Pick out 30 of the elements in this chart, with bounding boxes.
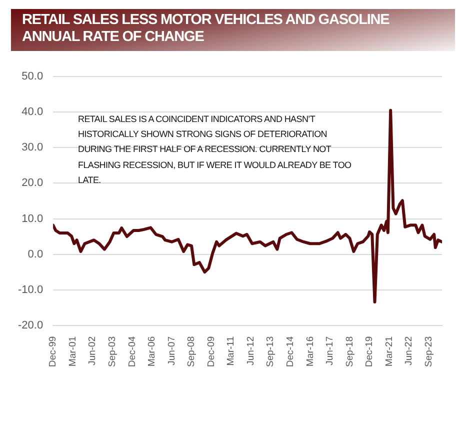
x-tick-label: Sep-23 [423, 336, 434, 368]
x-tick-label: Jun-17 [324, 336, 336, 366]
x-tick-label: Dec-14 [285, 336, 296, 367]
x-tick-label: Dec-04 [126, 336, 138, 367]
y-tick-label: 10.0 [22, 212, 44, 225]
x-tick-label: Sep-13 [265, 336, 276, 368]
x-tick-label: Mar-16 [304, 336, 316, 366]
x-tick-label: Mar-01 [67, 336, 78, 366]
x-tick-label: Dec-09 [206, 336, 217, 367]
x-tick-label: Mar-21 [384, 336, 395, 366]
x-tick-label: Jun-02 [87, 336, 98, 366]
x-tick-label: Sep-18 [344, 336, 356, 368]
annotation: RETAIL SALES IS A COINCIDENT INDICATORS AND HASN’T HISTORICALLY SHOWN STRONG SIGNS OF DETERIORATION DURING THE FIRST HALF OF A RECESSION. CURRENTLY NOT FLASHING RECESSION, BUT IF WERE IT WOULD ALREADY BE TOO LATE. [78, 113, 352, 187]
y-tick-label: 20.0 [22, 177, 44, 190]
chart-title: RETAIL SALES LESS MOTOR VEHICLES AND GASOLINE ANNUAL RATE OF CHANGE [11, 9, 455, 51]
x-tick-label: Mar-06 [146, 336, 158, 366]
x-tick-label: Dec-19 [364, 336, 376, 367]
y-tick-label: 0.0 [28, 248, 44, 260]
y-tick-label: 30.0 [22, 142, 44, 154]
x-tick-label: Sep-03 [107, 336, 118, 368]
x-tick-label: Mar-11 [226, 336, 237, 366]
x-tick-label: Jun-07 [166, 336, 178, 366]
y-tick-label: -10.0 [18, 284, 44, 296]
x-tick-label: Dec-99 [48, 336, 59, 367]
y-tick-label: 40.0 [22, 106, 44, 118]
x-tick-label: Jun-12 [245, 336, 256, 366]
y-tick-label: -20.0 [18, 319, 44, 332]
y-tick-label: 50.0 [22, 70, 44, 83]
x-tick-label: Sep-08 [186, 336, 198, 368]
x-tick-label: Jun-22 [404, 336, 415, 366]
